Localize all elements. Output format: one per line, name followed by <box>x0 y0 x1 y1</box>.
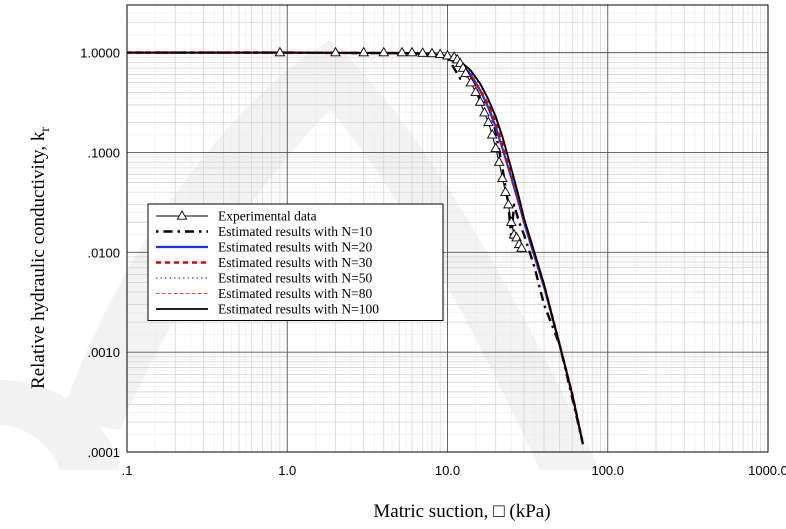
y-axis-title-subscript: r <box>38 127 53 132</box>
legend-label: Estimated results with N=10 <box>218 224 372 239</box>
data-point <box>479 106 490 117</box>
x-axis-title: Matric suction, □ (kPa) <box>373 501 550 522</box>
data-point <box>396 46 408 57</box>
y-axis-title-main: Relative hydraulic conductivity, k <box>28 131 49 389</box>
data-point <box>505 216 517 226</box>
x-tick-label: 1.0 <box>278 463 296 478</box>
legend-label: Estimated results with N=30 <box>218 255 372 270</box>
data-point <box>493 156 505 166</box>
data-point <box>500 186 511 196</box>
data-point <box>486 128 498 139</box>
y-tick-label: .0001 <box>87 445 120 460</box>
data-point <box>516 242 527 252</box>
data-point <box>330 46 341 57</box>
data-point <box>497 172 508 183</box>
data-point <box>474 96 486 106</box>
data-point <box>274 46 286 57</box>
legend-label: Estimated results with N=20 <box>218 240 372 255</box>
series-layer <box>127 46 585 445</box>
y-tick-labels: 1.0000 .1000 .0100 .0010 .0001 <box>80 46 120 460</box>
data-point <box>358 46 370 57</box>
data-point <box>465 76 477 87</box>
data-point <box>511 231 522 242</box>
legend-label: Estimated results with N=80 <box>218 286 372 301</box>
data-point <box>378 46 390 57</box>
data-point <box>470 86 482 97</box>
series-0 <box>274 46 527 252</box>
data-point <box>460 67 472 78</box>
x-tick-label: 100.0 <box>591 463 624 478</box>
data-point <box>490 142 502 152</box>
x-tick-label: .1 <box>122 463 133 478</box>
x-tick-labels: .1 1.0 10.0 100.0 1000.0 <box>122 463 786 478</box>
legend-label: Estimated results with N=50 <box>218 271 372 286</box>
x-tick-label: 10.0 <box>435 463 460 478</box>
legend-label: Experimental data <box>218 209 317 224</box>
plot-frame <box>126 4 769 453</box>
data-point <box>434 48 446 59</box>
y-tick-label: 1.0000 <box>80 46 120 61</box>
y-tick-label: .0100 <box>87 245 120 260</box>
data-point <box>406 46 418 57</box>
data-point <box>483 116 494 127</box>
legend-marker <box>176 210 188 220</box>
data-point <box>426 47 438 58</box>
data-point <box>503 198 514 209</box>
y-tick-label: .0010 <box>87 345 120 360</box>
data-point <box>442 49 453 60</box>
legend-label: Estimated results with N=100 <box>218 302 379 317</box>
legend-box <box>147 203 444 321</box>
y-tick-label: .1000 <box>87 145 120 160</box>
data-point <box>417 47 429 57</box>
y-axis-title: Relative hydraulic conductivity, kr <box>28 127 53 389</box>
x-tick-label: 1000.0 <box>748 463 786 478</box>
